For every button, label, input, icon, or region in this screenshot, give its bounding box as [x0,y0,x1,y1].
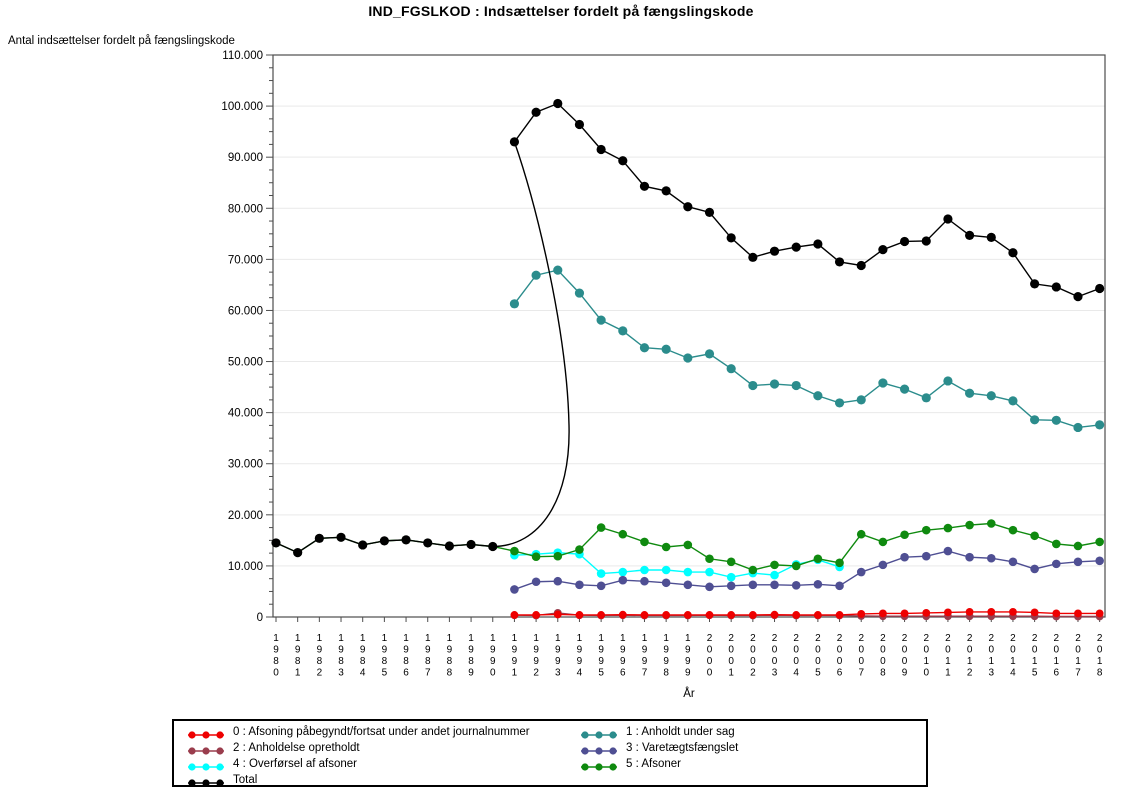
legend-item-series-1: 1 : Anholdt under sag [579,724,735,740]
legend-row: 2 : Anholdelse opretholdt 3 : Varetægtsf… [186,740,926,756]
svg-text:70.000: 70.000 [228,254,263,266]
svg-text:40.000: 40.000 [228,408,263,420]
legend: 0 : Afsoning påbegyndt/fortsat under and… [172,719,928,787]
series-marker-icon [186,759,226,771]
y-axis-title: Antal indsættelser fordelt på fængslings… [8,35,235,47]
legend-item-label: 5 : Afsoner [626,758,681,770]
svg-text:80.000: 80.000 [228,203,263,215]
series-marker-icon [186,727,226,739]
series-marker-icon [186,775,226,787]
legend-row: 4 : Overførsel af afsoner 5 : Afsoner [186,756,926,772]
series-marker-icon [186,743,226,755]
legend-item-label: 3 : Varetægtsfængslet [626,742,739,754]
svg-text:50.000: 50.000 [228,357,263,369]
svg-text:90.000: 90.000 [228,152,263,164]
legend-item-series-0: 0 : Afsoning påbegyndt/fortsat under and… [186,724,579,740]
svg-text:10.000: 10.000 [228,561,263,573]
legend-item-label: 0 : Afsoning påbegyndt/fortsat under and… [233,726,530,738]
series-marker-icon [579,743,619,755]
legend-item-label: 2 : Anholdelse opretholdt [233,742,360,754]
svg-text:30.000: 30.000 [228,459,263,471]
svg-text:110.000: 110.000 [222,50,263,62]
svg-text:20.000: 20.000 [228,510,263,522]
legend-item-series-3: 3 : Varetægtsfængslet [579,740,738,756]
series-marker-icon [579,759,619,771]
svg-text:60.000: 60.000 [228,305,263,317]
legend-item-series-2: 2 : Anholdelse opretholdt [186,740,579,756]
legend-item-label: 4 : Overførsel af afsoner [233,758,357,770]
chart-title: IND_FGSLKOD : Indsættelser fordelt på fæ… [368,3,754,19]
legend-row: Total [186,772,926,788]
legend-item-series-5: 5 : Afsoner [579,756,681,772]
legend-item-series-total: Total [186,772,579,788]
svg-text:År: År [683,687,695,700]
legend-row: 0 : Afsoning påbegyndt/fortsat under and… [186,724,926,740]
svg-text:100.000: 100.000 [221,101,263,113]
svg-text:0: 0 [257,612,263,624]
legend-item-label: 1 : Anholdt under sag [626,726,735,738]
legend-item-series-4: 4 : Overførsel af afsoner [186,756,579,772]
line-chart: 0 10.000 20.000 30.000 40.000 50.000 60.000 70.… [221,50,1106,700]
series-marker-icon [579,727,619,739]
legend-item-label: Total [233,774,258,786]
